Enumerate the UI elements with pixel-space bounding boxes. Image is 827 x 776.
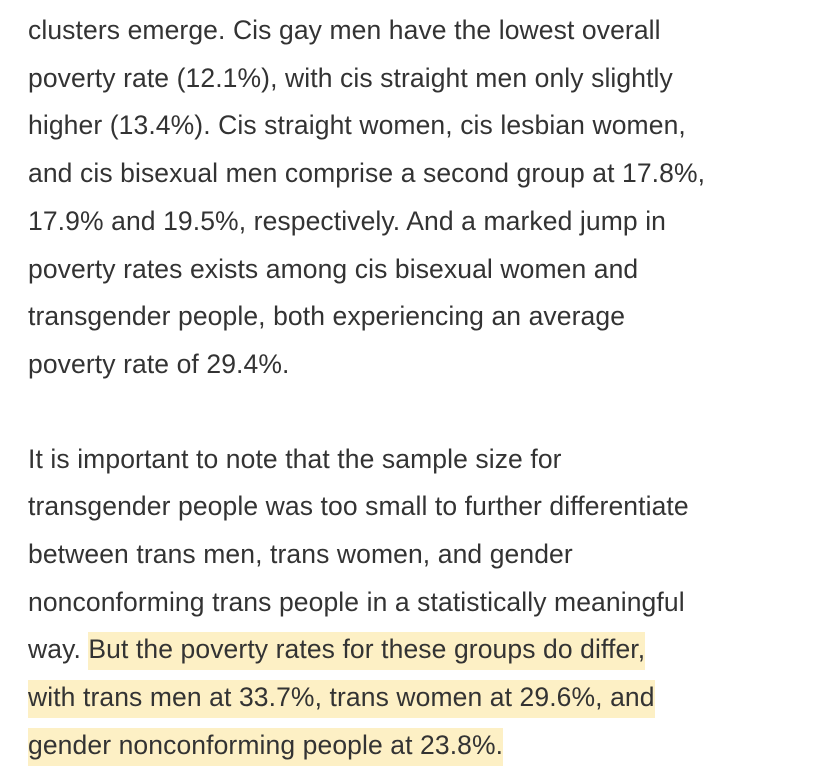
article-body: clusters emerge. Cis gay men have the lo…: [28, 7, 818, 770]
paragraph-sample-size-note: It is important to note that the sample …: [28, 436, 818, 770]
paragraph-poverty-clusters: clusters emerge. Cis gay men have the lo…: [28, 7, 818, 389]
text-line: clusters emerge. Cis gay men have the lo…: [28, 15, 661, 45]
text-line: It is important to note that the sample …: [28, 443, 562, 474]
text-line: poverty rates exists among cis bisexual …: [28, 253, 639, 284]
text-line: higher (13.4%). Cis straight women, cis …: [28, 110, 686, 141]
highlighted-text: with trans men at 33.7%, trans women at …: [28, 680, 655, 719]
text-line: transgender people was too small to furt…: [28, 491, 689, 522]
highlighted-text: But the poverty rates for these groups d…: [88, 632, 646, 671]
text-line: 17.9% and 19.5%, respectively. And a mar…: [28, 205, 667, 236]
plain-text: way.: [28, 634, 89, 665]
highlighted-text: gender nonconforming people at 23.8%.: [28, 727, 504, 766]
text-line: with trans men at 33.7%, trans women at …: [28, 674, 818, 722]
text-line: and cis bisexual men comprise a second g…: [28, 158, 706, 189]
text-line: between trans men, trans women, and gend…: [28, 539, 573, 570]
text-line: way. But the poverty rates for these gro…: [28, 626, 818, 674]
text-line: transgender people, both experiencing an…: [28, 301, 626, 332]
text-line: gender nonconforming people at 23.8%.: [28, 722, 818, 770]
text-line: poverty rate (12.1%), with cis straight …: [28, 62, 673, 93]
text-line: poverty rate of 29.4%.: [28, 348, 290, 379]
text-line: nonconforming trans people in a statisti…: [28, 586, 685, 617]
